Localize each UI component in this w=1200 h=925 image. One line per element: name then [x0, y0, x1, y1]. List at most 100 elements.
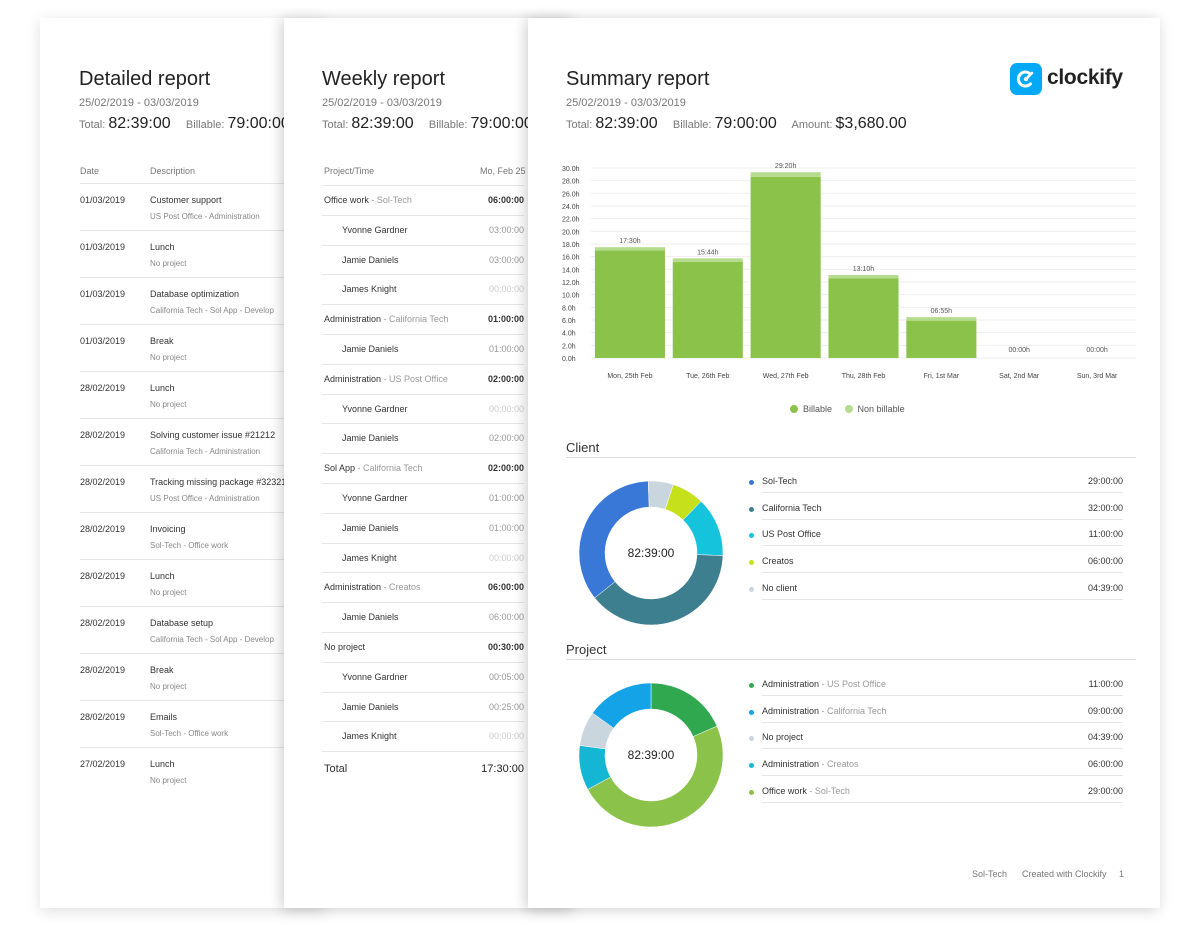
project-row[interactable]: Office work - Sol-Tech 06:00:00 [322, 185, 524, 214]
project-row[interactable]: Sol App - California Tech 02:00:00 [322, 453, 524, 482]
project-row[interactable]: Administration - US Post Office 02:00:00 [322, 364, 524, 393]
row-name-text: Jamie Daniels [342, 433, 399, 444]
project-row[interactable]: No project 00:30:00 [322, 632, 524, 661]
legend-name-text: Administration [762, 679, 820, 689]
table-divider [80, 183, 325, 184]
table-row[interactable]: 28/02/2019 Database setup California Tech … [80, 606, 325, 653]
row-name-text: Administration [324, 373, 382, 384]
chart-legend: Billable Non billable [790, 404, 905, 414]
user-row[interactable]: Yvonne Gardner 00:00:00 [322, 394, 524, 423]
row-date: 28/02/2019 [80, 477, 126, 487]
table-row[interactable]: 01/03/2019 Break No project [80, 324, 325, 371]
legend-name-text: Administration [762, 705, 820, 716]
table-row[interactable]: 01/03/2019 Lunch No project [80, 230, 325, 277]
project-legend: Administration - US Post Office 11:00:00 A… [749, 673, 1135, 813]
bar-data-label: 17:30h [619, 238, 641, 245]
legend-row[interactable]: Administration - US Post Office 11:00:00 [749, 673, 1123, 700]
row-date: 28/02/2019 [80, 571, 126, 581]
row-name-text: Yvonne Gardner [342, 671, 408, 682]
x-tick-label: Fri, 1st Mar [924, 373, 960, 380]
legend-row[interactable]: California Tech 32:00:00 [749, 497, 1123, 524]
table-row[interactable]: 28/02/2019 Lunch No project [80, 559, 325, 606]
table-divider [322, 423, 524, 425]
legend-nonbillable: Non billable [844, 404, 905, 414]
legend-row[interactable]: Administration - California Tech 09:00:00 [749, 700, 1123, 727]
table-row[interactable]: 28/02/2019 Lunch No project [80, 371, 325, 418]
bar-data-label: 15:44h [697, 249, 719, 256]
project-row[interactable]: Administration - Creatos 06:00:00 [322, 572, 524, 601]
row-name-text: James Knight [342, 552, 397, 563]
daily-bar-chart: 0.0h 2.0h 4.0h 6.0h 8.0h 10.0h 12.0h 14.0h 16.0h… [562, 163, 1136, 380]
table-row[interactable]: 27/02/2019 Lunch No project [80, 747, 325, 794]
table-row[interactable]: 28/02/2019 Invoicing Sol-Tech - Office wor… [80, 512, 325, 559]
row-project: US Post Office - Administration [150, 212, 260, 221]
legend-row[interactable]: Sol-Tech 29:00:00 [749, 470, 1123, 497]
billable-label: Billable: [185, 119, 225, 131]
col-header-description: Description [150, 166, 196, 176]
user-row[interactable]: Jamie Daniels 06:00:00 [322, 602, 524, 631]
table-divider [322, 512, 524, 514]
table-divider [322, 572, 524, 574]
row-name: James Knight [342, 284, 397, 294]
row-description: Solving customer issue #21212 [150, 430, 276, 440]
x-tick-label: Thu, 28th Feb [842, 373, 886, 380]
legend-dot [749, 560, 754, 566]
table-row[interactable]: 28/02/2019 Tracking missing package #3232… [80, 465, 325, 512]
weekly-report-page: Weekly report 25/02/2019 - 03/03/2019 To… [284, 18, 574, 908]
row-time: 03:00:00 [488, 254, 524, 265]
user-row[interactable]: Jamie Daniels 01:00:00 [322, 513, 524, 542]
table-row[interactable]: 01/03/2019 Database optimization Californi… [80, 277, 325, 324]
legend-divider [762, 695, 1123, 696]
table-divider [322, 334, 524, 335]
user-row[interactable]: James Knight 00:00:00 [322, 543, 524, 572]
table-divider [322, 721, 524, 723]
legend-row[interactable]: US Post Office 11:00:00 [749, 523, 1123, 550]
legend-client: - US Post Office [819, 679, 886, 689]
table-divider [322, 542, 524, 544]
legend-divider [762, 598, 1123, 600]
project-row[interactable]: Administration - California Tech 01:00:00 [322, 304, 524, 333]
table-row[interactable]: 28/02/2019 Break No project [80, 653, 325, 700]
bar-data-label: 00:00h [1086, 347, 1108, 354]
legend-value: 06:00:00 [1087, 759, 1123, 770]
legend-row[interactable]: No project 04:39:00 [749, 726, 1123, 753]
col-header-day: Mo, Feb 25 [480, 166, 526, 176]
legend-name-text: Office work [762, 785, 807, 796]
col-header-project: Project/Time [324, 166, 375, 176]
billable-value: 79:00:00 [714, 115, 777, 132]
row-description: Lunch [150, 242, 175, 252]
row-project: California Tech - Sol App - Develop [150, 635, 274, 644]
row-project: No project [150, 259, 187, 268]
user-row[interactable]: James Knight 00:00:00 [322, 274, 524, 303]
table-row[interactable]: 28/02/2019 Emails Sol-Tech - Office work [80, 700, 325, 747]
row-date: 01/03/2019 [80, 289, 126, 299]
row-project: No project [150, 588, 187, 597]
row-client: - California Tech [381, 314, 449, 325]
user-row[interactable]: Yvonne Gardner 03:00:00 [322, 215, 524, 244]
user-row[interactable]: Yvonne Gardner 01:00:00 [322, 483, 524, 512]
legend-name-text: US Post Office [762, 529, 821, 540]
user-row[interactable]: Jamie Daniels 01:00:00 [322, 334, 524, 363]
legend-row[interactable]: No client 04:39:00 [749, 577, 1123, 604]
user-row[interactable]: James Knight 00:00:00 [322, 721, 524, 750]
bar-billable [750, 176, 821, 358]
row-time: 00:00:00 [488, 552, 524, 563]
bar-nonbillable [750, 172, 821, 177]
y-tick-label: 30.0h [562, 166, 580, 173]
table-row[interactable]: 28/02/2019 Solving customer issue #21212 C… [80, 418, 325, 465]
row-name-text: Yvonne Gardner [342, 403, 408, 414]
user-row[interactable]: Jamie Daniels 03:00:00 [322, 245, 524, 274]
user-row[interactable]: Yvonne Gardner 00:05:00 [322, 662, 524, 691]
legend-name: Administration - US Post Office [762, 679, 886, 689]
user-row[interactable]: Jamie Daniels 02:00:00 [322, 423, 524, 452]
table-row[interactable]: 01/03/2019 Customer support US Post Office… [80, 183, 325, 230]
user-row[interactable]: Jamie Daniels 00:25:00 [322, 692, 524, 721]
legend-row[interactable]: Creatos 06:00:00 [749, 550, 1123, 577]
table-divider [80, 465, 325, 466]
legend-name-text: Administration [762, 759, 820, 770]
row-date: 28/02/2019 [80, 430, 126, 440]
legend-name: Creatos [762, 556, 794, 566]
legend-row[interactable]: Administration - Creatos 06:00:00 [749, 753, 1123, 780]
legend-row[interactable]: Office work - Sol-Tech 29:00:00 [749, 780, 1123, 807]
row-client: - US Post Office [381, 373, 448, 384]
